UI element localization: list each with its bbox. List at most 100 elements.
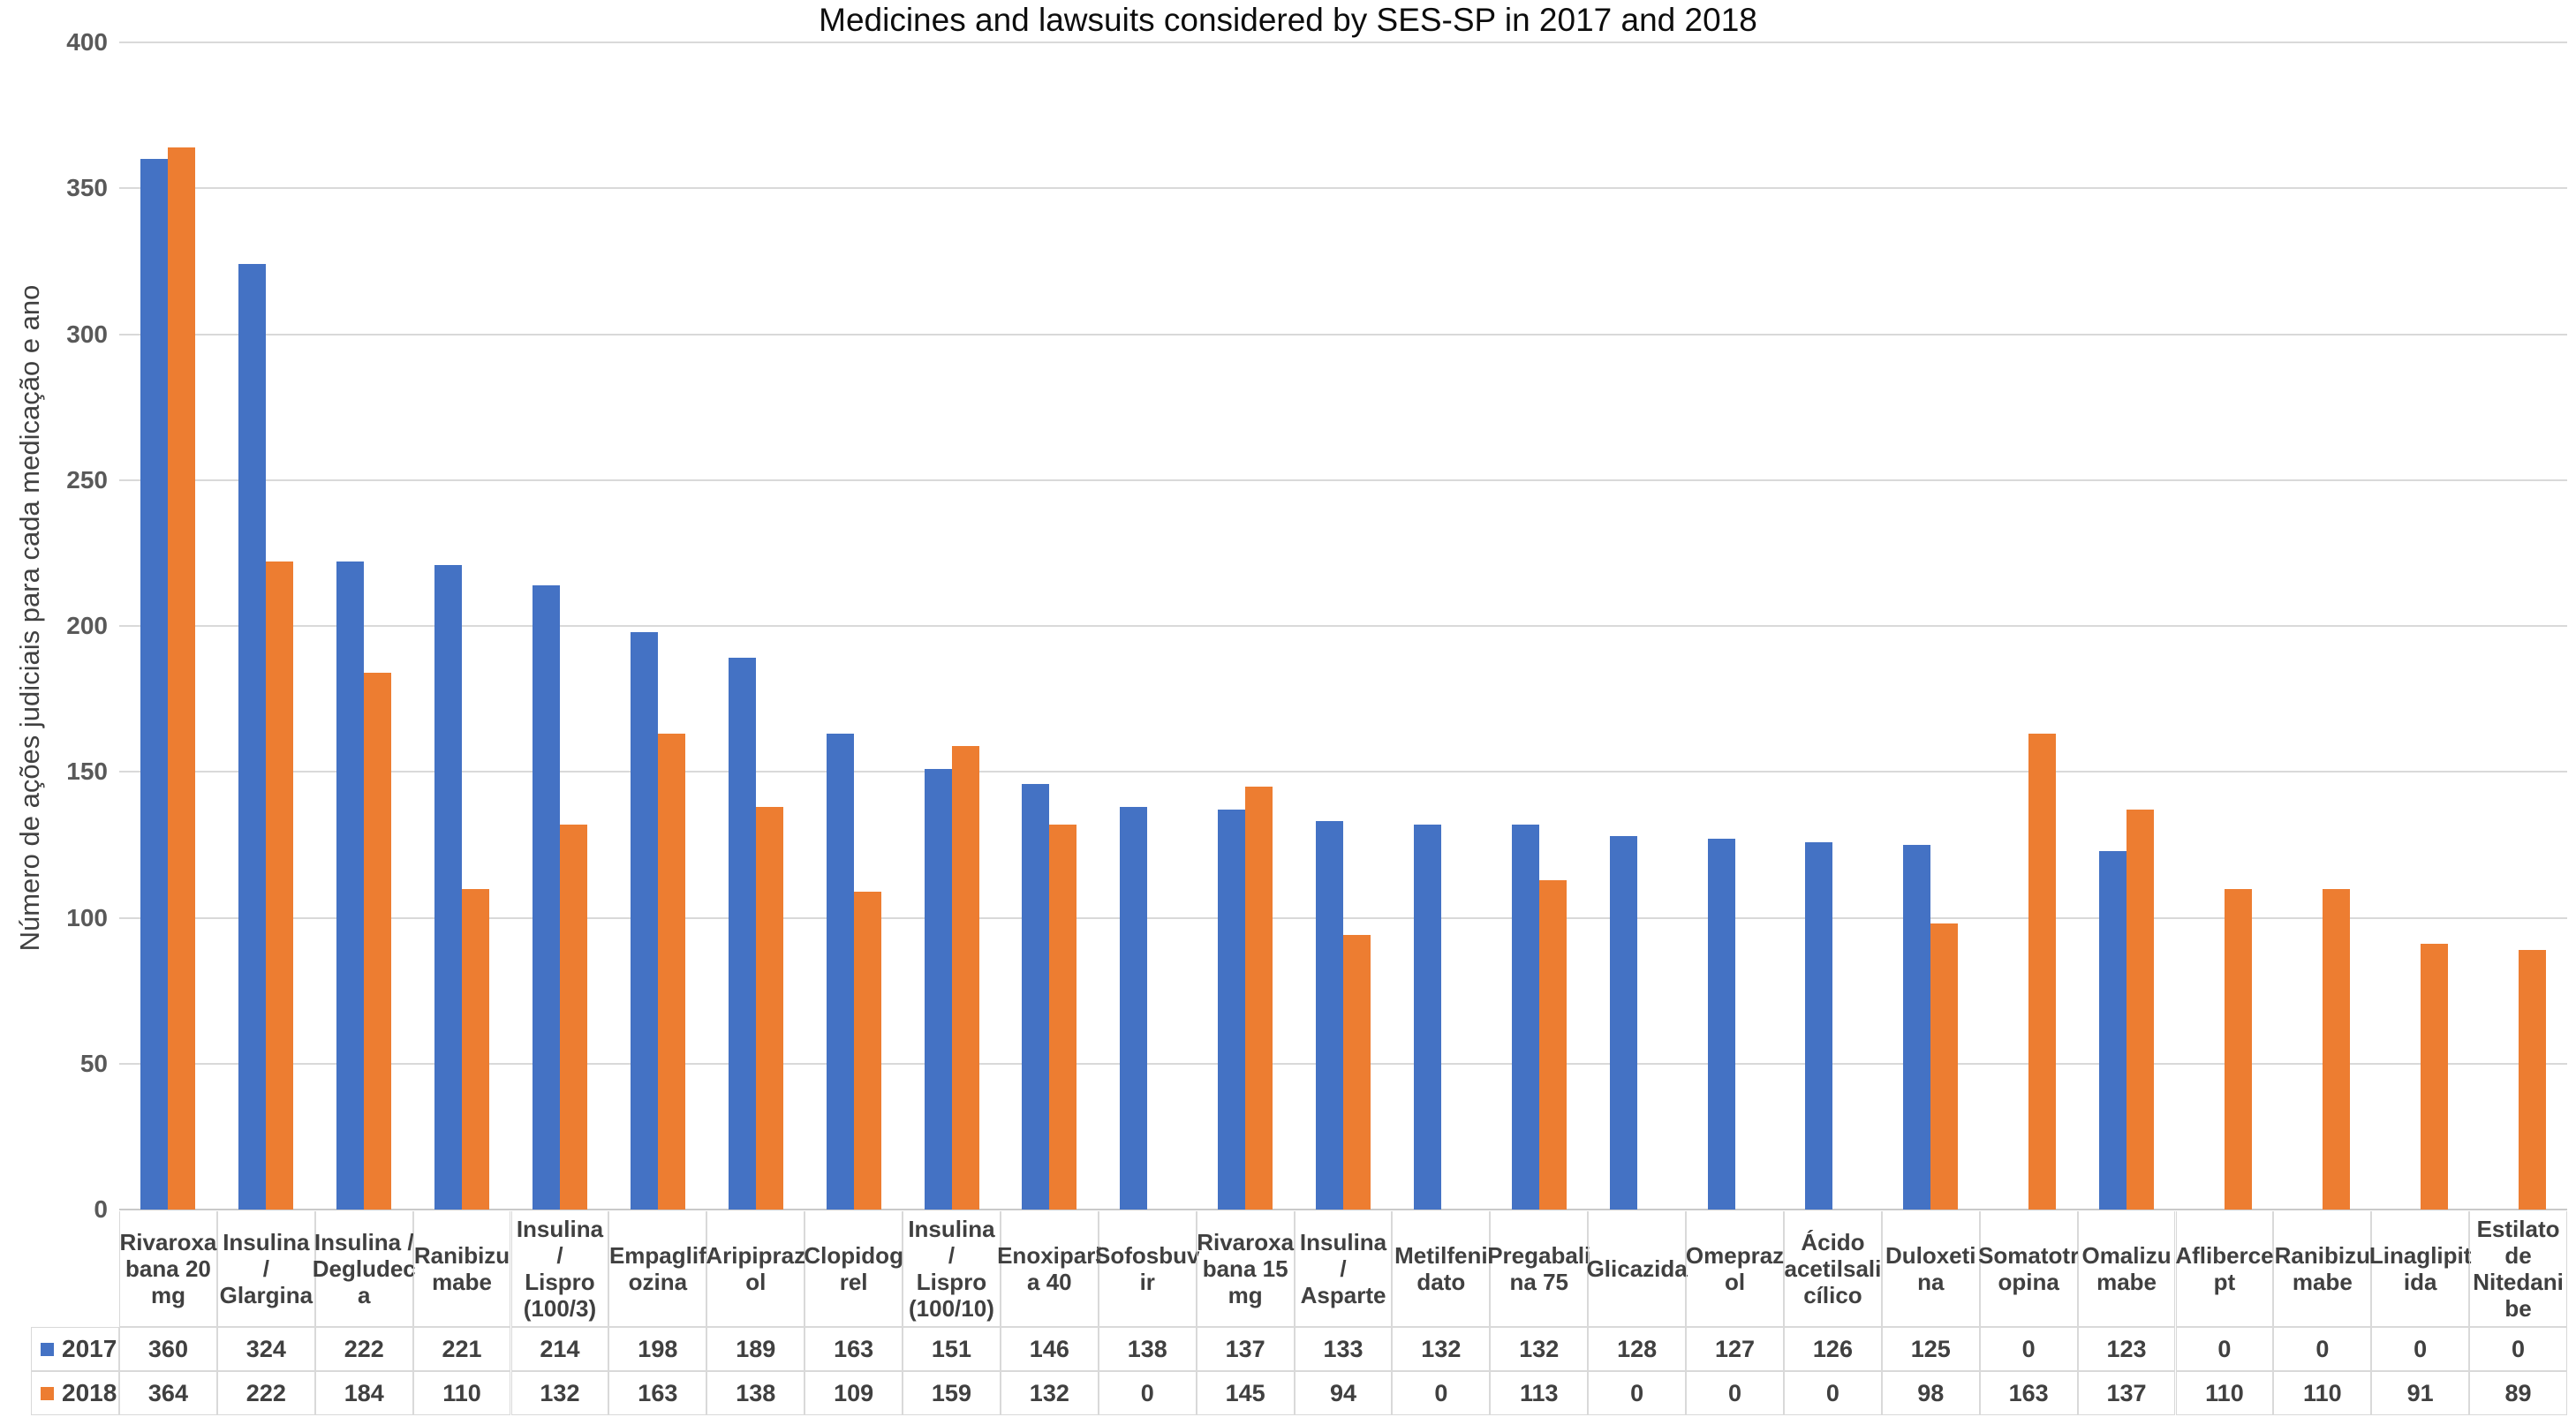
bar-2017 [1511, 824, 1539, 1210]
value-cell-2017: 189 [706, 1327, 805, 1371]
value-cell-2017: 198 [608, 1327, 707, 1371]
y-tick-label: 0 [94, 1195, 108, 1223]
bar-2018 [364, 672, 392, 1210]
value-cell-2018: 0 [1098, 1371, 1197, 1415]
y-tick-label: 150 [66, 757, 108, 786]
category-label-cell: Insulina / Glargina [216, 1211, 315, 1327]
gridline [119, 41, 2567, 43]
bar-2018 [2322, 888, 2350, 1210]
bar-2018 [2420, 944, 2448, 1210]
category-label-cell: Duloxeti na [1881, 1211, 1980, 1327]
bar-2018 [2224, 888, 2252, 1210]
bar-2018 [462, 888, 490, 1210]
value-cell-2018: 163 [1979, 1371, 2078, 1415]
value-cell-2018: 0 [1392, 1371, 1491, 1415]
bar-2017 [434, 564, 463, 1210]
bar-2018 [1245, 786, 1273, 1210]
value-cell-2018: 0 [1588, 1371, 1687, 1415]
bar-2017 [1707, 839, 1735, 1210]
value-cell-2017: 123 [2077, 1327, 2176, 1371]
category-label-cell: Insulina / Lispro (100/3) [510, 1211, 609, 1327]
bar-2018 [1930, 923, 1959, 1210]
legend-label: 2018 [62, 1379, 117, 1406]
category-label-cell: Enoxipari a 40 [997, 1211, 1102, 1327]
bar-2018 [2028, 734, 2057, 1210]
value-cell-2017: 128 [1588, 1327, 1687, 1371]
category-label-cell: Pregabali na 75 [1487, 1211, 1590, 1327]
bar-2017 [1218, 810, 1246, 1210]
bar-2018 [266, 562, 294, 1210]
value-cell-2017: 0 [2273, 1327, 2372, 1371]
bar-2017 [1805, 841, 1833, 1210]
value-cell-2018: 110 [2273, 1371, 2372, 1415]
value-cell-2018: 98 [1881, 1371, 1980, 1415]
bar-2017 [1413, 824, 1441, 1210]
chart-title: Medicines and lawsuits considered by SES… [819, 2, 1757, 38]
value-cell-2018: 0 [1686, 1371, 1784, 1415]
value-cell-2018: 109 [805, 1371, 903, 1415]
gridline [119, 771, 2567, 773]
bar-2017 [1120, 806, 1148, 1210]
bar-2017 [140, 159, 169, 1210]
gridline [119, 187, 2567, 190]
value-cell-2018: 159 [903, 1371, 1001, 1415]
bar-2017 [2099, 850, 2127, 1210]
bar-2017 [1903, 844, 1931, 1210]
bar-2018 [560, 824, 587, 1210]
category-label-cell: Linaglipit ida [2369, 1211, 2471, 1327]
bar-2017 [728, 658, 756, 1210]
bar-2018 [2518, 949, 2546, 1210]
value-cell-2018: 138 [706, 1371, 805, 1415]
bar-2018 [1343, 935, 1371, 1210]
category-label-cell: Rivaroxa bana 15 mg [1196, 1211, 1295, 1327]
value-cell-2017: 360 [119, 1327, 217, 1371]
bar-2018 [2127, 810, 2154, 1210]
legend-cell-2017: 2017 [31, 1327, 119, 1371]
value-cell-2017: 163 [805, 1327, 903, 1371]
value-cell-2017: 221 [412, 1327, 511, 1371]
category-label-cell: Clopidog rel [804, 1211, 903, 1327]
bar-2018 [755, 806, 783, 1210]
value-cell-2017: 146 [1000, 1327, 1099, 1371]
value-cell-2017: 127 [1686, 1327, 1784, 1371]
value-cell-2018: 113 [1490, 1371, 1589, 1415]
value-cell-2018: 163 [608, 1371, 707, 1415]
bar-2017 [336, 562, 365, 1210]
value-cell-2017: 151 [903, 1327, 1001, 1371]
value-cell-2017: 0 [2371, 1327, 2470, 1371]
bar-2017 [630, 631, 658, 1210]
legend-swatch-2017 [41, 1342, 54, 1356]
value-cell-2017: 132 [1490, 1327, 1589, 1371]
value-cell-2017: 138 [1098, 1327, 1197, 1371]
bar-2017 [826, 734, 854, 1210]
value-cell-2017: 222 [314, 1327, 413, 1371]
category-label-cell: Insulina / Degludec a [313, 1211, 416, 1327]
x-axis-line [119, 1209, 2567, 1210]
category-label-cell: Rivaroxa bana 20 mg [119, 1211, 217, 1327]
value-cell-2017: 126 [1784, 1327, 1882, 1371]
y-tick-label: 350 [66, 174, 108, 202]
bar-2018 [1538, 879, 1567, 1210]
bar-2018 [1049, 824, 1077, 1210]
gridline [119, 916, 2567, 919]
value-cell-2018: 137 [2077, 1371, 2176, 1415]
category-label-cell: Insulina / Asparte [1294, 1211, 1393, 1327]
value-cell-2017: 132 [1392, 1327, 1491, 1371]
y-tick-label: 100 [66, 903, 108, 931]
bar-2017 [1022, 783, 1050, 1210]
value-cell-2018: 110 [2175, 1371, 2274, 1415]
value-cell-2018: 110 [412, 1371, 511, 1415]
legend-cell-2018: 2018 [31, 1371, 119, 1415]
category-label-cell: Somatotr opina [1978, 1211, 2079, 1327]
category-label-cell: Metilfeni dato [1392, 1211, 1491, 1327]
category-label-cell: Empaglif ozina [608, 1211, 707, 1327]
value-cell-2017: 137 [1196, 1327, 1295, 1371]
category-label-cell: Omepraz ol [1686, 1211, 1784, 1327]
value-cell-2017: 133 [1294, 1327, 1393, 1371]
category-label-cell: Estilato de Nitedani be [2469, 1211, 2567, 1327]
y-tick-label: 50 [79, 1049, 108, 1077]
gridline [119, 625, 2567, 627]
bar-2018 [168, 147, 196, 1210]
category-label-cell: Aripipraz ol [706, 1211, 805, 1327]
value-cell-2018: 89 [2469, 1371, 2567, 1415]
